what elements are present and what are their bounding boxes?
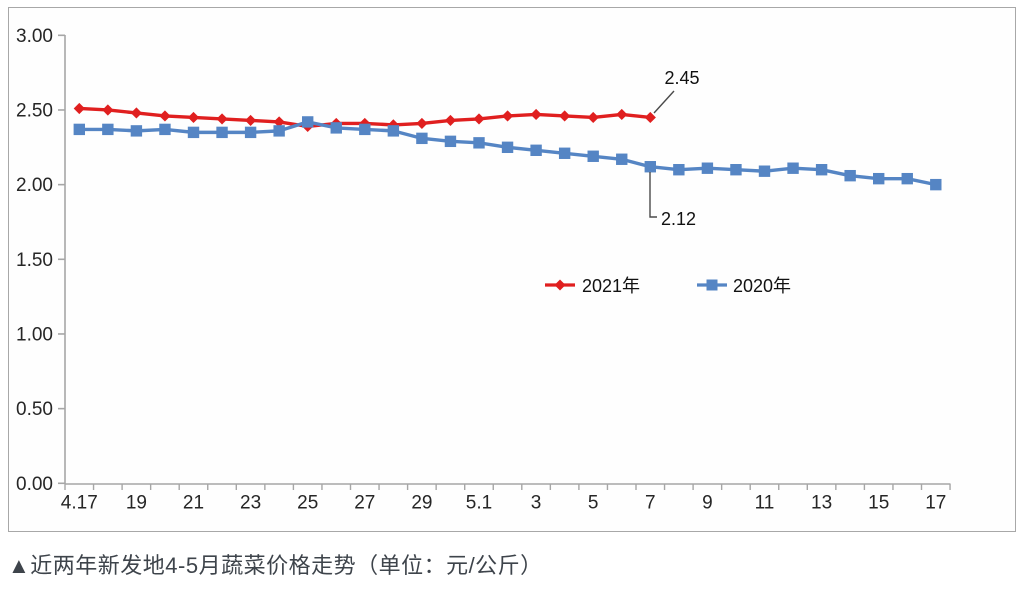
data-point-square-icon — [302, 116, 314, 128]
data-point-square-icon — [787, 162, 799, 174]
data-point-square-icon — [330, 122, 342, 134]
data-point-diamond-icon — [387, 119, 399, 131]
data-point-diamond-icon — [245, 114, 257, 127]
x-tick-label: 21 — [183, 492, 204, 513]
x-tick-label: 19 — [126, 492, 147, 513]
data-point-square-icon — [187, 126, 200, 139]
data-point-diamond-icon — [73, 102, 85, 115]
y-tick-label: 2.50 — [16, 100, 53, 121]
data-point-diamond-icon — [616, 108, 628, 121]
data-point-square-icon — [530, 144, 542, 156]
data-point-square-icon — [244, 126, 257, 139]
chart-frame: 3.00 2.50 2.00 1.50 1.00 0.50 0.00 4.17 19 21 23 25… — [8, 7, 1016, 532]
legend-item-2021: 2021年 — [545, 276, 640, 296]
data-point-diamond-icon — [216, 113, 228, 125]
series-group — [73, 102, 942, 191]
data-point-diamond-icon — [530, 108, 542, 121]
data-point-diamond-icon — [587, 111, 599, 124]
data-point-square-icon — [587, 150, 599, 162]
line-series-2020 — [73, 116, 942, 191]
x-tick-label: 7 — [645, 492, 656, 513]
data-point-diamond-icon — [559, 110, 571, 122]
annotation-2021-last: 2.45 — [653, 68, 700, 114]
data-point-square-icon — [758, 165, 771, 177]
data-point-square-icon — [930, 178, 942, 191]
data-point-square-icon — [558, 147, 571, 159]
data-point-square-icon — [444, 135, 457, 148]
data-point-square-icon — [815, 164, 828, 176]
data-point-square-icon — [216, 126, 228, 139]
data-point-square-icon — [844, 169, 856, 182]
legend-label-2021: 2021年 — [582, 276, 640, 296]
data-point-square-icon — [644, 161, 656, 173]
line-series-2021 — [73, 102, 656, 133]
y-tick-label: 2.00 — [16, 175, 53, 196]
price-trend-chart: 3.00 2.50 2.00 1.50 1.00 0.50 0.00 4.17 19 21 23 25… — [16, 26, 951, 513]
data-point-diamond-icon — [187, 111, 200, 124]
data-point-square-icon — [359, 123, 371, 136]
x-tick-label: 23 — [240, 492, 261, 513]
x-tick-label: 13 — [811, 492, 832, 513]
x-tick-label: 11 — [755, 492, 775, 513]
data-point-square-icon — [102, 123, 114, 136]
data-point-diamond-icon — [130, 107, 142, 119]
data-point-square-icon — [159, 123, 171, 136]
x-tick-label: 3 — [531, 492, 542, 513]
x-tick-label: 5 — [588, 492, 599, 513]
data-point-square-icon — [501, 141, 514, 154]
x-tick-label: 4.17 — [61, 492, 98, 513]
data-point-diamond-icon — [273, 116, 285, 128]
data-point-square-icon — [901, 172, 913, 185]
legend-label-2020: 2020年 — [733, 276, 791, 296]
data-point-square-icon — [473, 137, 485, 149]
x-tick-label: 9 — [702, 492, 713, 513]
data-point-square-icon — [273, 125, 285, 137]
legend-square-marker-icon — [706, 279, 718, 291]
data-point-diamond-icon — [501, 110, 514, 122]
x-tick-label: 29 — [411, 492, 432, 513]
data-point-diamond-icon — [473, 113, 485, 125]
chart-caption: ▲近两年新发地4-5月蔬菜价格走势（单位：元/公斤） — [8, 553, 543, 578]
data-point-diamond-icon — [444, 114, 457, 127]
x-tick-label: 17 — [925, 492, 946, 513]
data-point-square-icon — [701, 162, 714, 174]
data-point-diamond-icon — [102, 104, 114, 116]
legend: 2021年 2020年 — [545, 276, 791, 296]
data-point-square-icon — [416, 132, 428, 145]
data-point-diamond-icon — [416, 117, 428, 130]
y-tick-label: 0.50 — [16, 399, 53, 420]
legend-item-2020: 2020年 — [697, 276, 791, 296]
y-tick-label: 1.50 — [16, 250, 53, 271]
data-point-square-icon — [73, 123, 85, 136]
y-tick-label: 3.00 — [16, 26, 53, 47]
data-point-square-icon — [730, 164, 742, 176]
axes: 3.00 2.50 2.00 1.50 1.00 0.50 0.00 4.17 19 21 23 25… — [16, 26, 951, 513]
data-point-diamond-icon — [159, 110, 171, 122]
y-tick-label: 0.00 — [16, 474, 53, 495]
data-point-square-icon — [673, 164, 685, 176]
y-tick-label: 1.00 — [16, 324, 53, 345]
series-line — [79, 120, 937, 187]
legend-diamond-marker-icon — [554, 279, 566, 291]
data-point-diamond-icon — [644, 111, 656, 124]
data-point-square-icon — [130, 125, 143, 137]
annotation-leader-line — [649, 172, 657, 218]
x-tick-label: 15 — [868, 492, 889, 513]
x-tick-label: 5.1 — [466, 492, 492, 513]
x-tick-label: 27 — [354, 492, 375, 513]
annotation-2020-drop: 2.12 — [649, 172, 696, 229]
data-point-square-icon — [387, 125, 400, 137]
data-point-square-icon — [873, 172, 885, 185]
annotation-value-2020: 2.12 — [661, 209, 696, 229]
x-tick-label: 25 — [297, 492, 318, 513]
data-point-square-icon — [616, 153, 628, 165]
annotation-leader-line — [653, 90, 675, 114]
annotation-value-2021: 2.45 — [664, 68, 699, 88]
